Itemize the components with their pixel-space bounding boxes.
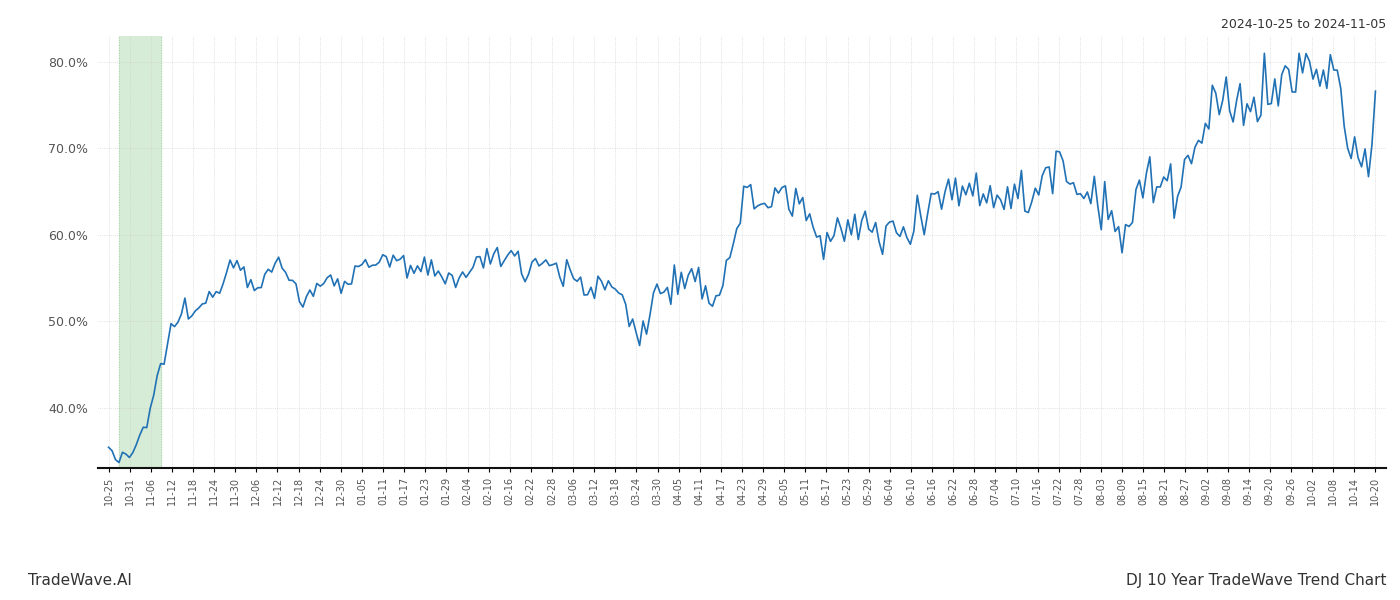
Text: TradeWave.AI: TradeWave.AI [28, 573, 132, 588]
Bar [119, 36, 161, 468]
Text: 2024-10-25 to 2024-11-05: 2024-10-25 to 2024-11-05 [1221, 18, 1386, 31]
Text: DJ 10 Year TradeWave Trend Chart: DJ 10 Year TradeWave Trend Chart [1126, 573, 1386, 588]
